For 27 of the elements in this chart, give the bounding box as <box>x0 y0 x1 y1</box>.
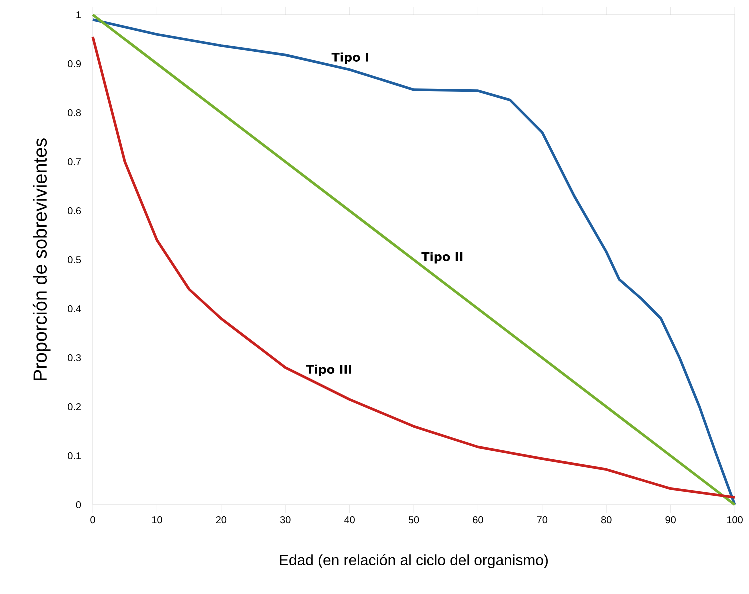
annotation: Tipo I <box>332 52 368 64</box>
annotation: Tipo III <box>306 364 352 376</box>
y-tick-label: 0.9 <box>68 60 82 68</box>
x-tick-label: 50 <box>408 516 420 524</box>
y-tick-label: 0.8 <box>68 109 82 117</box>
annotation: Tipo II <box>422 252 463 264</box>
x-axis-title: Edad (en relación al ciclo del organismo) <box>280 554 548 569</box>
x-tick-label: 20 <box>216 516 227 524</box>
x-tick-label: 0 <box>90 516 96 524</box>
x-tick-label: 30 <box>280 516 291 524</box>
x-tick-label: 60 <box>473 516 484 524</box>
x-tick-label: 100 <box>727 516 743 524</box>
x-tick-label: 10 <box>152 516 162 524</box>
y-axis-title: Proporción de sobrevivientes <box>32 138 51 381</box>
y-tick-label: 0 <box>76 501 82 509</box>
x-tick-label: 90 <box>666 516 676 524</box>
y-tick-label: 0.1 <box>68 452 82 460</box>
y-tick-label: 1 <box>76 12 82 18</box>
x-tick-label: 70 <box>537 516 548 524</box>
y-tick-label: 0.3 <box>68 354 82 362</box>
x-tick-label: 40 <box>344 516 355 524</box>
y-tick-label: 0.7 <box>68 158 81 166</box>
y-tick-label: 0.2 <box>68 403 81 411</box>
y-tick-label: 0.6 <box>68 207 82 215</box>
y-tick-label: 0.4 <box>68 305 82 313</box>
x-tick-label: 80 <box>602 516 612 524</box>
y-tick-label: 0.5 <box>68 256 82 264</box>
